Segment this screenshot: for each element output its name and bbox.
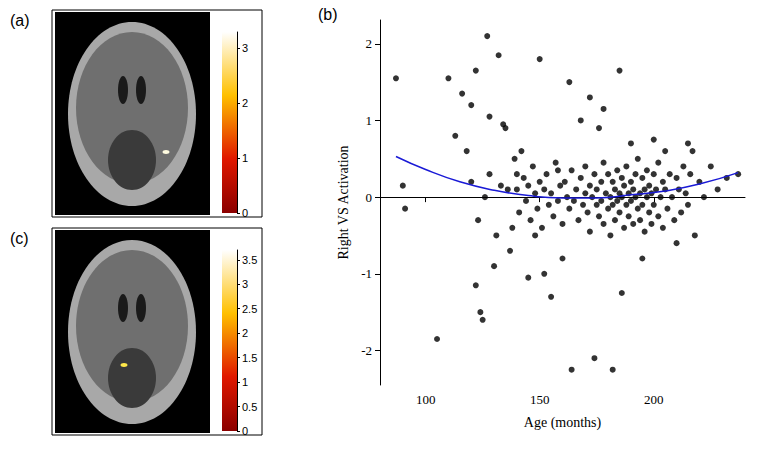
svg-text:(b): (b) (318, 6, 338, 23)
svg-text:(c): (c) (10, 230, 29, 247)
svg-text:2: 2 (366, 36, 373, 51)
svg-text:150: 150 (530, 392, 550, 407)
svg-text:1.5: 1.5 (242, 352, 257, 364)
svg-text:1: 1 (242, 376, 248, 388)
svg-text:-1: -1 (361, 266, 372, 281)
svg-text:1: 1 (366, 113, 373, 128)
svg-text:0: 0 (366, 190, 373, 205)
svg-text:0.5: 0.5 (242, 401, 257, 413)
svg-text:0: 0 (242, 207, 248, 219)
svg-text:(a): (a) (10, 12, 30, 29)
svg-text:-2: -2 (361, 343, 372, 358)
svg-text:3: 3 (242, 42, 248, 54)
svg-text:2: 2 (242, 97, 248, 109)
svg-text:100: 100 (416, 392, 436, 407)
svg-text:Age (months): Age (months) (524, 415, 602, 431)
svg-text:3.5: 3.5 (242, 254, 257, 266)
svg-text:3: 3 (242, 278, 248, 290)
svg-text:0: 0 (242, 425, 248, 437)
svg-text:2: 2 (242, 327, 248, 339)
svg-text:1: 1 (242, 152, 248, 164)
svg-text:2.5: 2.5 (242, 303, 257, 315)
svg-text:200: 200 (644, 392, 664, 407)
svg-text:Right VS Activation: Right VS Activation (336, 145, 351, 259)
